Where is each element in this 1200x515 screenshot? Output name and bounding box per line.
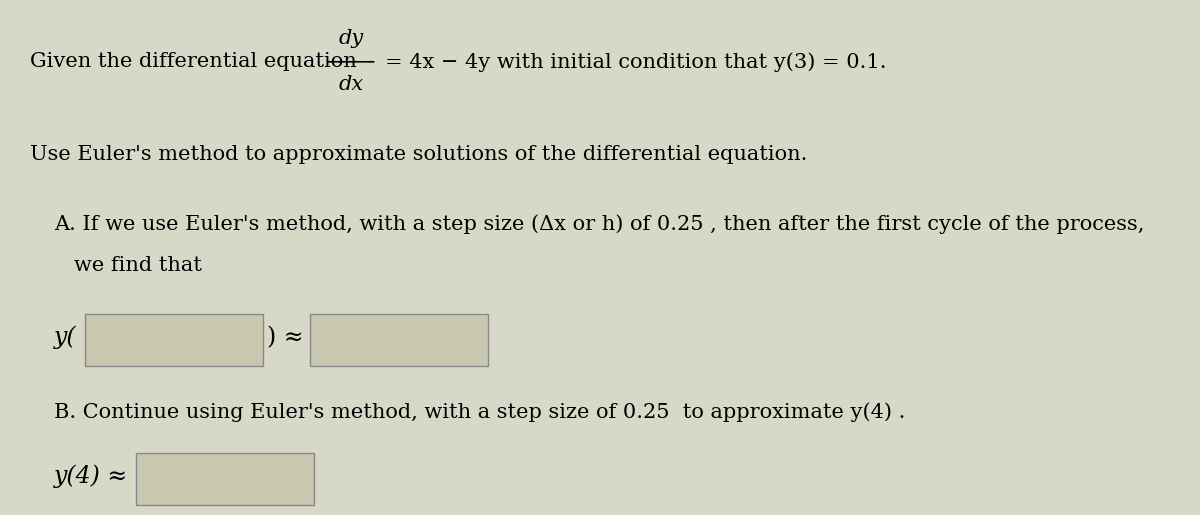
Text: dy: dy	[338, 29, 364, 48]
Text: we find that: we find that	[74, 256, 202, 274]
Text: A. If we use Euler's method, with a step size (Δx or h) of 0.25 , then after the: A. If we use Euler's method, with a step…	[54, 214, 1145, 234]
Text: Use Euler's method to approximate solutions of the differential equation.: Use Euler's method to approximate soluti…	[30, 145, 808, 164]
Text: ) ≈: ) ≈	[266, 326, 304, 349]
Text: y(4) ≈: y(4) ≈	[54, 465, 128, 488]
FancyBboxPatch shape	[311, 314, 488, 366]
FancyBboxPatch shape	[137, 453, 314, 505]
Text: = 4x − 4y with initial condition that y(3) = 0.1.: = 4x − 4y with initial condition that y(…	[384, 52, 886, 72]
FancyBboxPatch shape	[85, 314, 263, 366]
Text: y(: y(	[54, 325, 77, 349]
Text: B. Continue using Euler's method, with a step size of 0.25  to approximate y(4) : B. Continue using Euler's method, with a…	[54, 402, 906, 422]
Text: dx: dx	[338, 76, 364, 94]
Text: Given the differential equation: Given the differential equation	[30, 53, 356, 71]
